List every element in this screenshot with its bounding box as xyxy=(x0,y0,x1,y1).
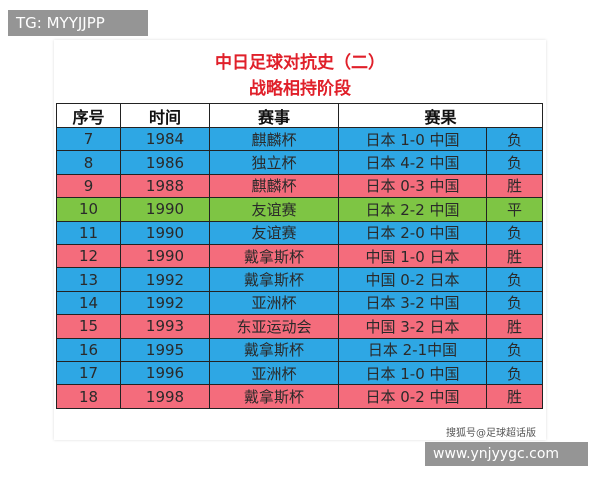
table-cell: 1992 xyxy=(120,290,210,316)
table-cell: 日本 0-3 中国 xyxy=(338,173,487,199)
table-cell: 负 xyxy=(486,361,543,386)
table-cell: 中国 0-2 日本 xyxy=(338,267,487,292)
table-cell: 18 xyxy=(56,384,121,409)
table-cell: 日本 2-1中国 xyxy=(338,337,487,362)
table-cell: 日本 1-0 中国 xyxy=(338,127,487,152)
header-cell: 时间 xyxy=(120,103,210,128)
table-cell: 平 xyxy=(486,197,543,222)
table-cell: 日本 2-2 中国 xyxy=(338,197,487,222)
table-cell: 1986 xyxy=(120,150,210,175)
table-cell: 负 xyxy=(486,220,543,245)
table-cell: 友谊赛 xyxy=(209,220,339,245)
table-cell: 1998 xyxy=(120,384,210,409)
table-cell: 独立杯 xyxy=(209,150,339,175)
table-cell: 中国 1-0 日本 xyxy=(338,244,487,269)
table-cell: 胜 xyxy=(486,244,543,269)
table-cell: 17 xyxy=(56,361,121,386)
table-cell: 麒麟杯 xyxy=(209,173,339,199)
table-cell: 7 xyxy=(56,127,121,152)
table-cell: 日本 3-2 中国 xyxy=(338,290,487,316)
table-cell: 日本 0-2 中国 xyxy=(338,384,487,409)
table-cell: 戴拿斯杯 xyxy=(209,337,339,362)
table-cell: 1995 xyxy=(120,337,210,362)
table-cell: 1996 xyxy=(120,361,210,386)
header-cell: 赛果 xyxy=(338,103,543,128)
table-cell: 日本 2-0 中国 xyxy=(338,220,487,245)
table-cell: 1990 xyxy=(120,220,210,245)
table-cell: 10 xyxy=(56,197,121,222)
table-cell: 亚洲杯 xyxy=(209,361,339,386)
header-cell: 赛事 xyxy=(209,103,339,128)
header-cell: 序号 xyxy=(56,103,121,128)
table-cell: 戴拿斯杯 xyxy=(209,267,339,292)
table-cell: 日本 4-2 中国 xyxy=(338,150,487,175)
table-cell: 胜 xyxy=(486,384,543,409)
table-cell: 1984 xyxy=(120,127,210,152)
table-cell: 1992 xyxy=(120,267,210,292)
table-cell: 11 xyxy=(56,220,121,245)
table-cell: 负 xyxy=(486,150,543,175)
table-cell: 12 xyxy=(56,244,121,269)
table-cell: 东亚运动会 xyxy=(209,314,339,339)
table-cell: 中国 3-2 日本 xyxy=(338,314,487,339)
table-cell: 9 xyxy=(56,173,121,199)
table-cell: 14 xyxy=(56,290,121,316)
table-cell: 1990 xyxy=(120,244,210,269)
table-cell: 戴拿斯杯 xyxy=(209,384,339,409)
watermark: TG: MYYJJPP xyxy=(8,10,148,36)
table-cell: 负 xyxy=(486,337,543,362)
table-cell: 日本 1-0 中国 xyxy=(338,361,487,386)
source: 搜狐号@足球超话版 xyxy=(446,428,536,439)
table-cell: 亚洲杯 xyxy=(209,290,339,316)
table-cell: 麒麟杯 xyxy=(209,127,339,152)
table-cell: 1990 xyxy=(120,197,210,222)
table-cell: 胜 xyxy=(486,314,543,339)
subtitle: 战略相持阶段 xyxy=(249,79,351,99)
table-cell: 15 xyxy=(56,314,121,339)
table-cell: 胜 xyxy=(486,173,543,199)
table-cell: 1993 xyxy=(120,314,210,339)
table-cell: 16 xyxy=(56,337,121,362)
table-cell: 负 xyxy=(486,290,543,316)
table-cell: 友谊赛 xyxy=(209,197,339,222)
table-cell: 1988 xyxy=(120,173,210,199)
table-cell: 负 xyxy=(486,127,543,152)
table-cell: 负 xyxy=(486,267,543,292)
table-cell: 8 xyxy=(56,150,121,175)
table-cell: 戴拿斯杯 xyxy=(209,244,339,269)
watermark: www.ynjyygc.com xyxy=(425,442,588,466)
title: 中日足球对抗史（二） xyxy=(215,53,385,73)
table-cell: 13 xyxy=(56,267,121,292)
